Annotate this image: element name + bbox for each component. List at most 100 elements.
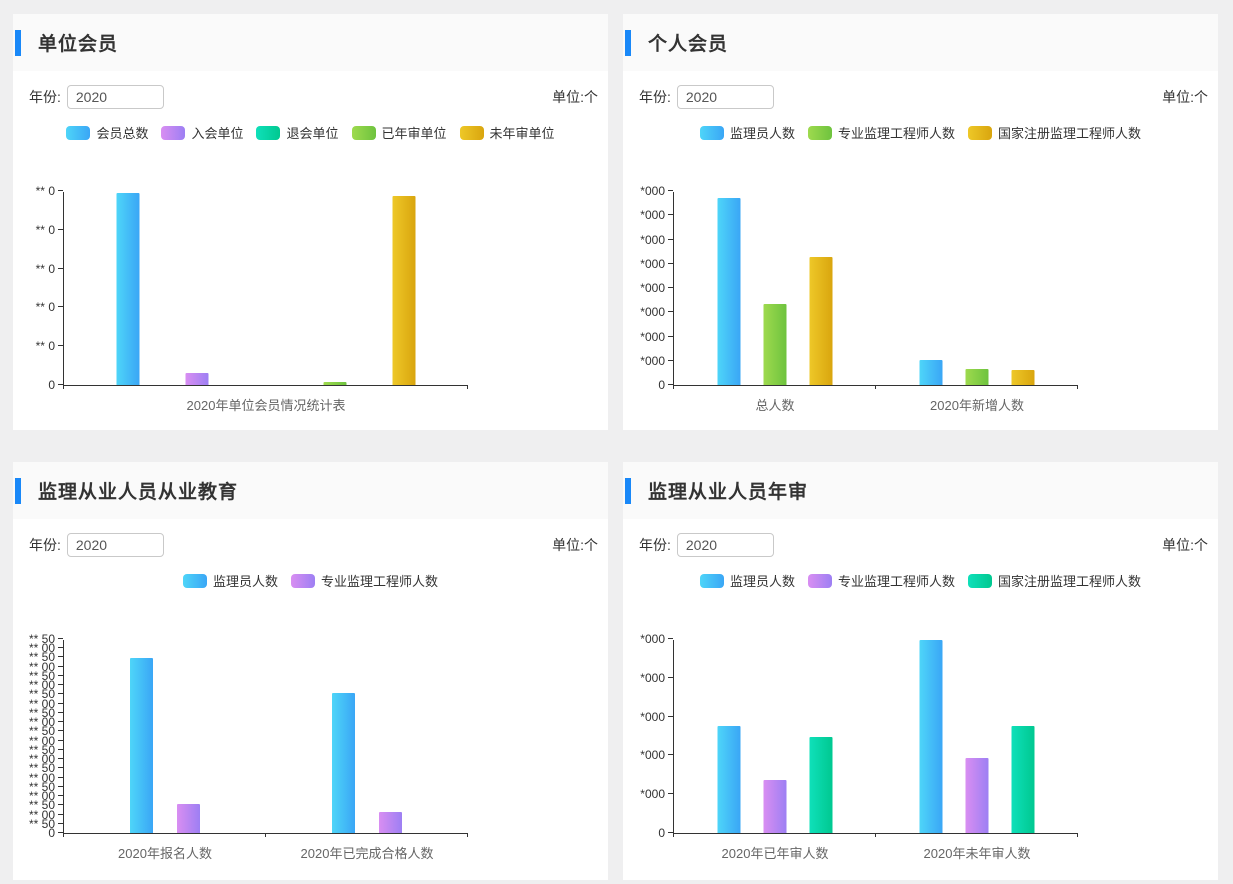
legend-label: 监理员人数 <box>212 574 278 589</box>
y-axis-tick <box>668 676 673 678</box>
bar-国家注册监理工程师人数 <box>1011 370 1035 385</box>
legend-label: 专业监理工程师人数 <box>837 574 955 589</box>
bar-专业监理工程师人数 <box>763 304 787 385</box>
y-axis-tick <box>58 785 63 787</box>
legend-item[interactable]: 监理员人数 <box>182 571 278 590</box>
legend-chip-icon <box>459 125 484 140</box>
y-axis-tick <box>668 832 673 833</box>
y-axis-tick <box>58 684 63 686</box>
bar-监理员人数 <box>332 693 355 833</box>
y-axis-tick <box>668 287 673 288</box>
y-axis-tick <box>58 674 63 676</box>
legend-chip-icon <box>256 125 281 140</box>
legend-item[interactable]: 未年审单位 <box>459 123 555 142</box>
chart-legend: 会员总数 入会单位 退会单位 已年审单位 未年审单位 <box>13 123 608 142</box>
legend-item[interactable]: 国家注册监理工程师人数 <box>968 123 1141 142</box>
panel-body: 年份: 单位:个 监理员人数 专业监理工程师人数 国家注册监理工程师人数 0 *000… <box>623 71 1218 430</box>
y-axis-tick <box>668 214 673 216</box>
legend-label: 入会单位 <box>191 126 244 141</box>
legend-label: 专业监理工程师人数 <box>321 574 439 589</box>
legend-item[interactable]: 监理员人数 <box>699 571 795 590</box>
year-group: 年份: <box>29 85 164 109</box>
y-axis-tick <box>58 711 63 713</box>
y-axis-tick <box>58 721 63 723</box>
panel-header: 单位会员 <box>13 14 608 71</box>
legend-label: 国家注册监理工程师人数 <box>998 574 1142 589</box>
controls-row: 年份: 单位:个 <box>13 71 608 109</box>
y-axis-tick-label: 0 <box>658 826 665 840</box>
bar-入会单位 <box>185 373 209 385</box>
y-axis-tick <box>58 822 63 824</box>
y-axis-tick-label: *000 <box>640 632 665 646</box>
y-axis-tick-label: ** 0 <box>35 222 55 237</box>
panel-title: 监理从业人员从业教育 <box>38 482 239 503</box>
chart-plot: 0 ** 0 ** 0 ** 0 ** 0 ** 0 2020年单位会员情况统计表 <box>36 185 468 413</box>
unit-label: 单位:个 <box>1162 89 1208 105</box>
y-axis-tick <box>668 190 673 191</box>
y-axis-tick-label: ** 00 <box>28 733 55 748</box>
y-axis-tick-label: ** 00 <box>28 770 55 785</box>
y-axis-tick <box>58 813 63 815</box>
panel-title: 单位会员 <box>38 34 119 55</box>
legend-label: 专业监理工程师人数 <box>837 126 955 141</box>
bar-专业监理工程师人数 <box>763 780 787 833</box>
y-axis-tick-label: *000 <box>640 208 665 223</box>
legend-item[interactable]: 已年审单位 <box>351 123 447 142</box>
legend-item[interactable]: 退会单位 <box>256 123 339 142</box>
y-axis-tick <box>58 693 63 695</box>
bar-专业监理工程师人数 <box>177 804 200 833</box>
x-axis-tick <box>265 833 266 837</box>
bar-group <box>332 693 402 833</box>
y-axis-tick-label: *000 <box>640 709 665 724</box>
year-input[interactable] <box>66 85 164 109</box>
x-axis-category-label: 2020年已完成合格人数 <box>300 846 434 861</box>
y-axis-tick-label: ** 50 <box>28 687 55 702</box>
y-axis-tick-label: 0 <box>48 378 55 392</box>
chart: 0 *000 *000 *000 *000 *000 *000 *000 *000 总人数 2020… <box>640 185 1078 413</box>
bar-监理员人数 <box>130 658 153 833</box>
controls-row: 年份: 单位:个 <box>13 519 608 557</box>
chart-plot: 0 *000 *000 *000 *000 *000 *000 *000 *000 总人数 2020… <box>640 185 1078 413</box>
legend-item[interactable]: 监理员人数 <box>699 123 795 142</box>
legend-item[interactable]: 会员总数 <box>66 123 148 142</box>
x-axis-category-label: 2020年报名人数 <box>118 846 212 861</box>
legend-item[interactable]: 专业监理工程师人数 <box>807 123 955 142</box>
x-axis-tick <box>63 833 64 837</box>
legend-label: 已年审单位 <box>381 126 447 141</box>
y-axis-tick-label: ** 50 <box>28 761 55 776</box>
y-axis-tick <box>58 804 63 806</box>
year-input[interactable] <box>676 85 774 109</box>
legend-item[interactable]: 国家注册监理工程师人数 <box>968 571 1141 590</box>
year-input[interactable] <box>676 533 774 557</box>
y-axis-tick <box>58 665 63 667</box>
legend-chip-icon <box>66 125 91 140</box>
y-axis-tick <box>668 638 673 639</box>
y-axis-tick-label: ** 0 <box>35 184 55 198</box>
y-axis-tick-label: ** 50 <box>28 668 55 683</box>
y-axis-tick <box>58 730 63 732</box>
y-axis-tick-label: ** 0 <box>35 261 55 276</box>
year-input[interactable] <box>66 533 164 557</box>
legend-item[interactable]: 专业监理工程师人数 <box>807 571 955 590</box>
y-axis-tick-label: ** 00 <box>28 789 55 804</box>
bar-监理员人数 <box>919 640 943 833</box>
y-axis-tick-label: 0 <box>48 826 55 840</box>
unit-label: 单位:个 <box>1162 537 1208 553</box>
legend-item[interactable]: 专业监理工程师人数 <box>291 571 438 590</box>
panel-individual-members: 个人会员 年份: 单位:个 监理员人数 专业监理工程师人数 国家注册监理工程师人数 … <box>623 14 1218 430</box>
legend-chip-icon <box>351 125 376 140</box>
chart: 0 *000 *000 *000 *000 *000 2020年已年审人数 2020年未年审人… <box>640 633 1078 861</box>
panel-practitioner-annual-review: 监理从业人员年审 年份: 单位:个 监理员人数 专业监理工程师人数 国家注册监理工程… <box>623 462 1218 880</box>
y-axis-tick-label: ** 00 <box>28 641 55 656</box>
y-axis-tick-label: ** 50 <box>28 742 55 757</box>
y-axis-tick <box>58 656 63 658</box>
x-axis-tick <box>63 385 64 389</box>
legend-chip-icon <box>807 573 832 588</box>
unit-label: 单位:个 <box>552 537 598 553</box>
y-axis-tick <box>668 359 673 361</box>
legend-item[interactable]: 入会单位 <box>161 123 243 142</box>
y-axis-tick-label: ** 50 <box>28 798 55 813</box>
y-axis-tick <box>58 306 63 308</box>
panel-header: 监理从业人员年审 <box>623 462 1218 519</box>
y-axis-tick-label: ** 50 <box>28 632 55 646</box>
